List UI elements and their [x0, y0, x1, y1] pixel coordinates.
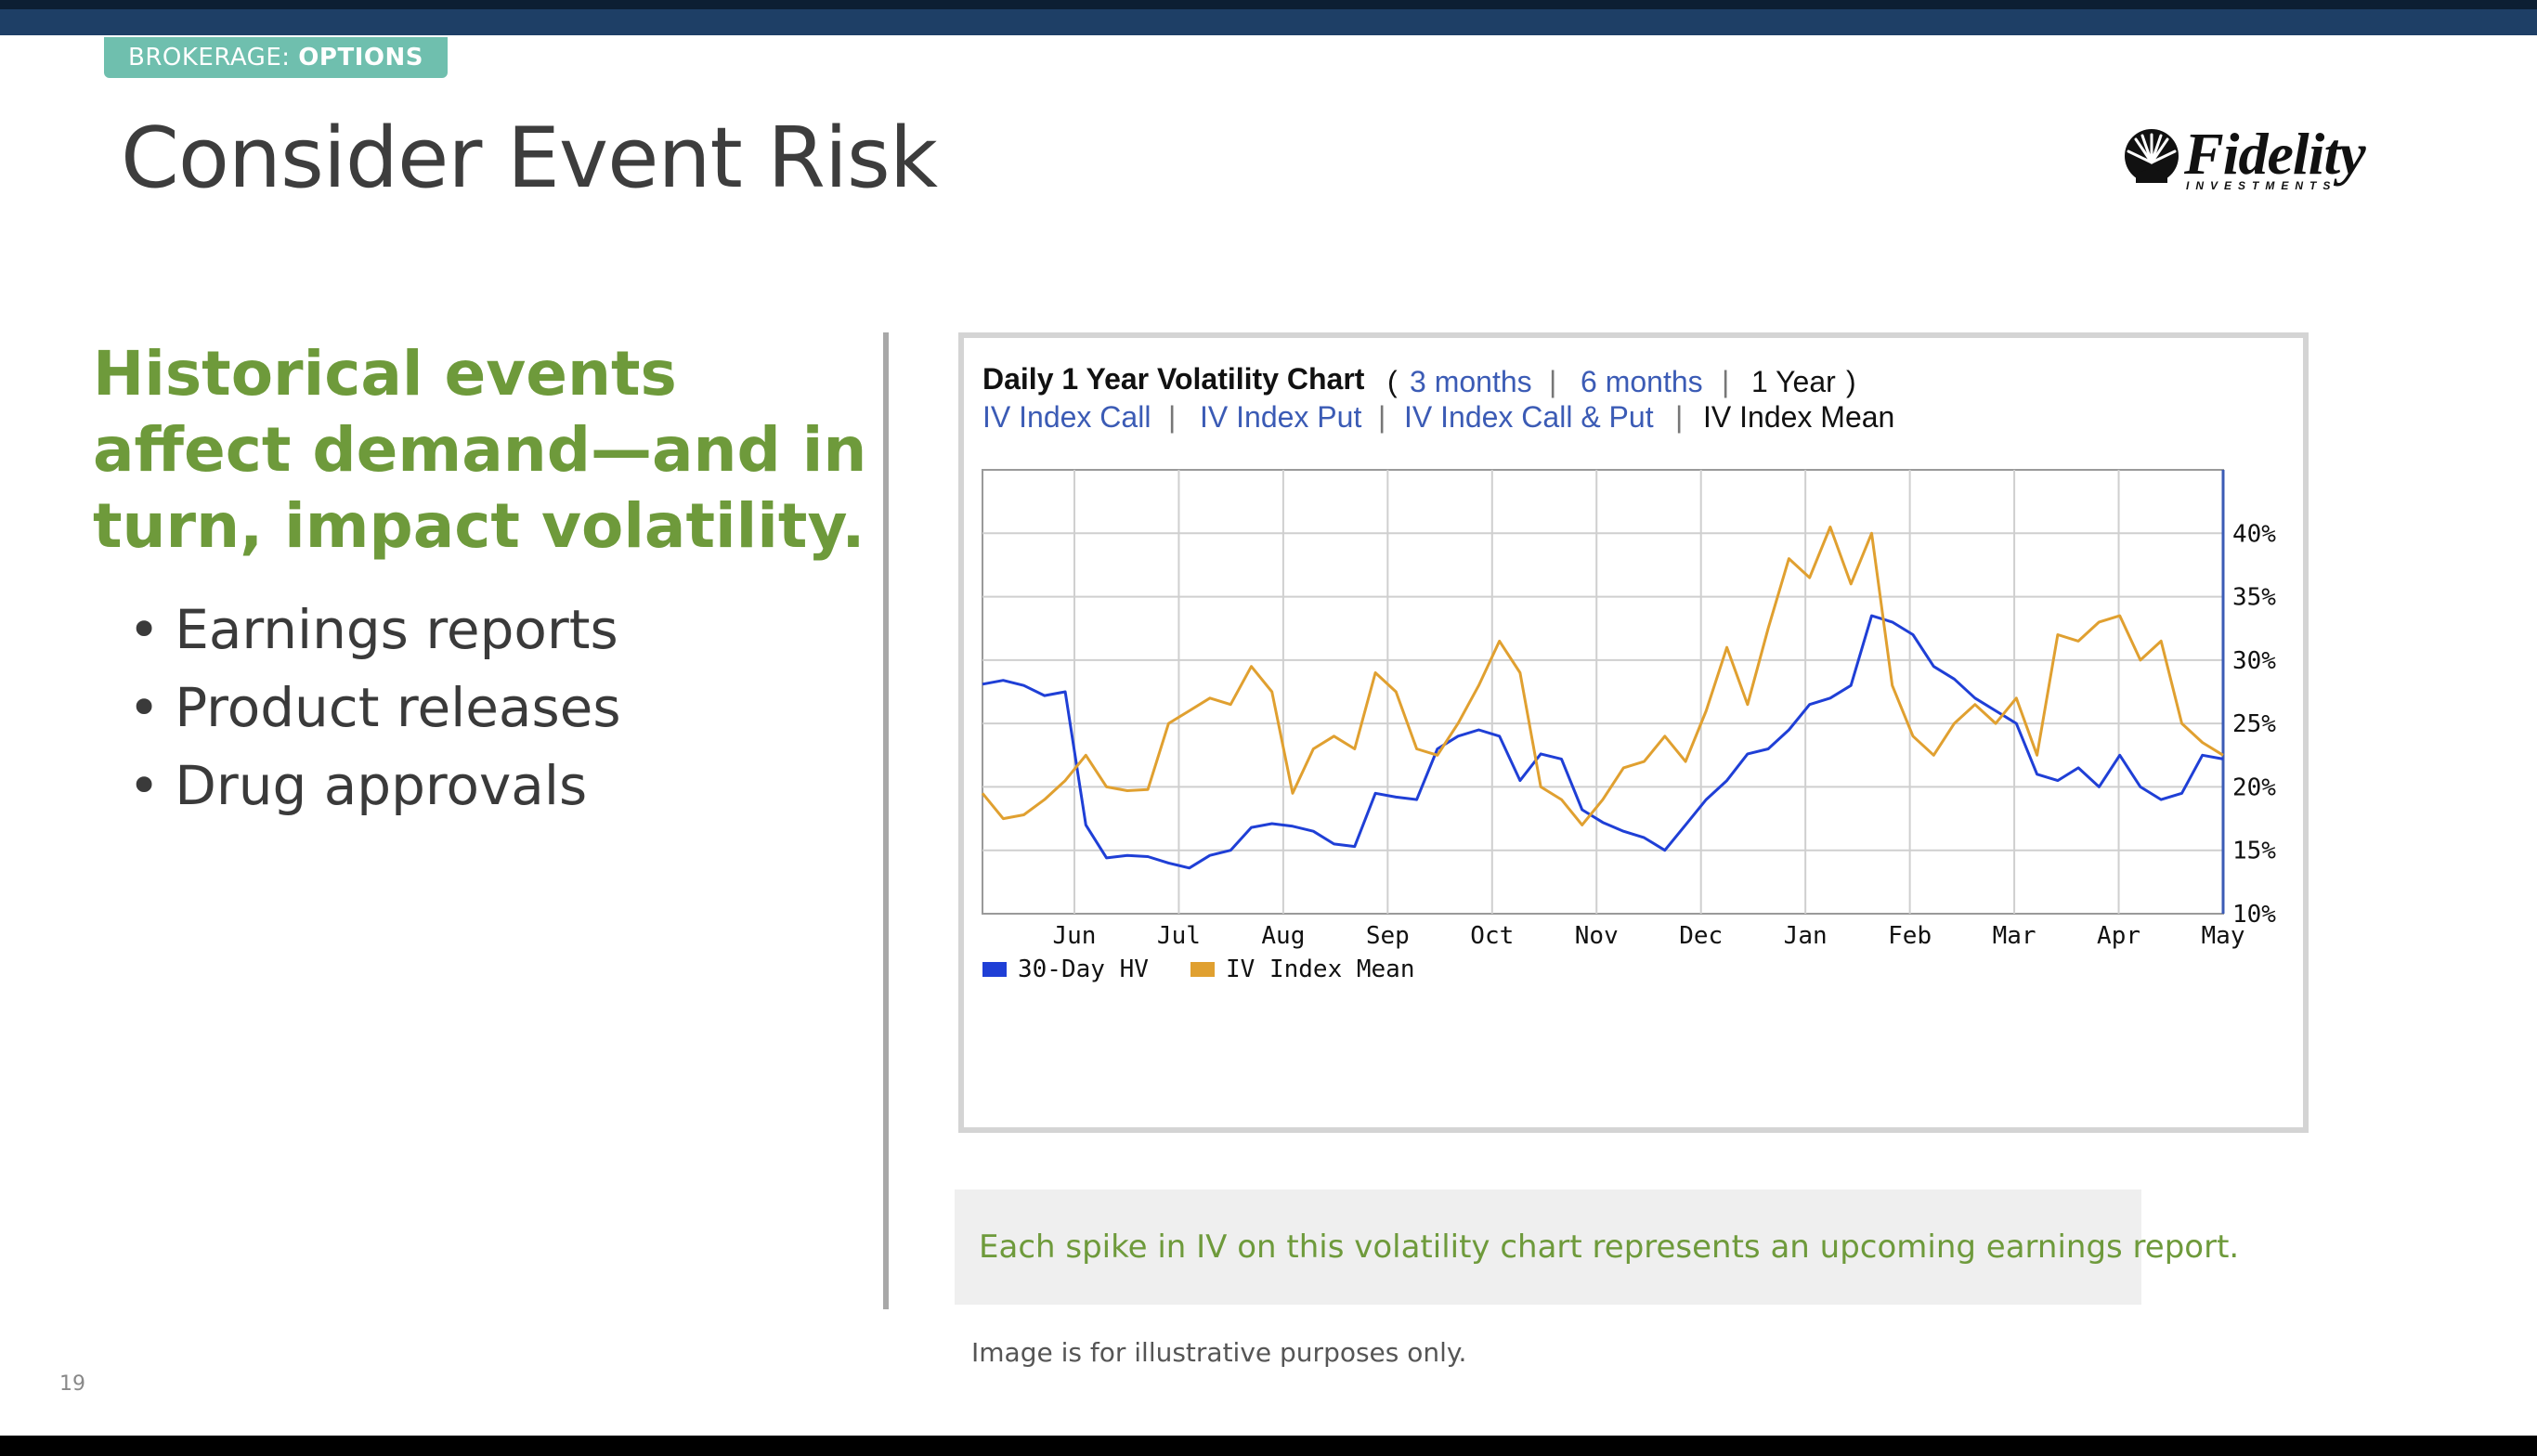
x-tick-label: Sep — [1366, 922, 1410, 950]
x-tick-label: Mar — [1993, 922, 2036, 950]
view-separator: | — [1378, 400, 1386, 434]
y-tick-label: 10% — [2232, 901, 2276, 929]
legend-swatch — [1190, 962, 1215, 977]
top-banner-edge — [0, 0, 2537, 9]
range-link-3-months[interactable]: 3 months — [1410, 365, 1532, 398]
legend-swatch — [982, 962, 1007, 977]
x-tick-label: Apr — [2097, 922, 2140, 950]
view-link-iv-index-put[interactable]: IV Index Put — [1200, 400, 1361, 434]
volatility-chart-frame: Daily 1 Year Volatility Chart ( 3 months… — [958, 332, 2309, 1133]
range-close-paren: ) — [1846, 365, 1856, 398]
x-tick-label: Jun — [1052, 922, 1096, 950]
bottom-banner — [0, 1436, 2537, 1456]
disclaimer-text: Image is for illustrative purposes only. — [971, 1337, 1467, 1368]
chart-legend: 30-Day HV IV Index Mean — [982, 956, 1415, 983]
x-tick-label: Oct — [1470, 922, 1514, 950]
x-tick-label: Nov — [1575, 922, 1619, 950]
callout-box: Each spike in IV on this volatility char… — [955, 1190, 2239, 1305]
range-link-1-year[interactable]: 1 Year — [1751, 365, 1836, 398]
badge-prefix: BROKERAGE: — [128, 44, 299, 72]
range-separator: | — [1549, 365, 1556, 398]
series-line-iv-index-mean — [981, 526, 2224, 826]
x-tick-label: Feb — [1888, 922, 1932, 950]
section-badge: BROKERAGE: OPTIONS — [104, 37, 448, 78]
view-link-iv-index-call-put[interactable]: IV Index Call & Put — [1404, 400, 1654, 434]
series-line-30-day-hv — [982, 614, 2224, 870]
bullet-item: Product releases — [128, 669, 620, 747]
y-tick-label: 25% — [2232, 710, 2276, 738]
volatility-chart: Daily 1 Year Volatility Chart ( 3 months… — [981, 362, 2276, 983]
x-tick-label: May — [2202, 922, 2245, 950]
legend-label: 30-Day HV — [1018, 956, 1149, 983]
bullet-list: Earnings reports Product releases Drug a… — [128, 591, 621, 825]
x-tick-label: Aug — [1261, 922, 1305, 950]
page-number: 19 — [59, 1372, 85, 1396]
slide-title: Consider Event Risk — [121, 110, 938, 207]
fidelity-logo: Fidelity INVESTMENTS — [2123, 121, 2411, 200]
bullet-item: Drug approvals — [128, 747, 621, 825]
fidelity-starburst-icon — [2125, 129, 2179, 183]
y-tick-label: 30% — [2232, 647, 2276, 675]
range-separator: | — [1722, 365, 1729, 398]
view-link-iv-index-mean[interactable]: IV Index Mean — [1703, 400, 1894, 434]
legend-label: IV Index Mean — [1226, 956, 1415, 983]
view-separator: | — [1168, 400, 1176, 434]
bullet-item: Earnings reports — [128, 591, 621, 669]
range-open-paren: ( — [1387, 365, 1398, 398]
callout-text: Each spike in IV on this volatility char… — [979, 1228, 2240, 1266]
y-tick-label: 40% — [2232, 520, 2276, 548]
x-tick-label: Jan — [1784, 922, 1828, 950]
y-tick-label: 35% — [2232, 584, 2276, 612]
logo-wordmark: Fidelity — [2184, 121, 2366, 187]
logo-subtext: INVESTMENTS — [2186, 179, 2337, 192]
x-tick-label: Jul — [1157, 922, 1201, 950]
plot-background — [982, 469, 2224, 915]
view-separator: | — [1675, 400, 1683, 434]
section-heading: Historical events affect demand—and in t… — [93, 338, 867, 562]
chart-title: Daily 1 Year Volatility Chart — [982, 362, 1365, 396]
y-tick-label: 15% — [2232, 838, 2276, 865]
range-link-6-months[interactable]: 6 months — [1581, 365, 1703, 398]
plot-area: 10% 15% 20% 25% 30% 35% 40% Jun Jul Aug Sep Oct Nov D… — [981, 469, 2276, 950]
badge-strong: OPTIONS — [298, 44, 423, 72]
vertical-divider — [883, 332, 889, 1309]
x-tick-label: Dec — [1679, 922, 1723, 950]
y-tick-label: 20% — [2232, 774, 2276, 801]
view-link-iv-index-call[interactable]: IV Index Call — [982, 400, 1151, 434]
